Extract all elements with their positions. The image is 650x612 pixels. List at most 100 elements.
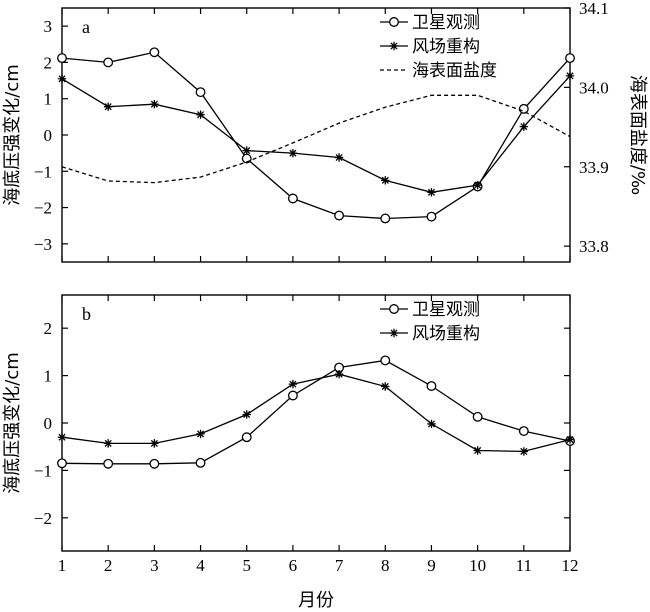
y-tick-label: −2 xyxy=(34,509,52,528)
data-point-circle xyxy=(103,458,114,469)
series-line xyxy=(61,94,571,184)
y-tick-label: 2 xyxy=(44,319,53,338)
x-tick-label: 10 xyxy=(469,556,486,575)
y-tick-label: −1 xyxy=(34,461,52,480)
data-point-star xyxy=(288,148,298,158)
data-point-circle xyxy=(287,193,298,204)
data-point-circle xyxy=(57,458,67,469)
legend-marker-circle xyxy=(389,17,399,27)
legend-marker-star xyxy=(389,41,399,51)
data-point-star xyxy=(381,382,390,391)
x-tick-label: 4 xyxy=(196,556,205,575)
data-point-star xyxy=(334,369,344,379)
series-circle xyxy=(57,355,575,469)
y2-tick-label: 34.1 xyxy=(579,0,609,18)
data-point-star xyxy=(242,146,251,155)
y-axis-label: 海底压强变化/cm xyxy=(2,352,23,494)
y-tick-label: 0 xyxy=(44,414,53,433)
data-point-star xyxy=(288,379,298,389)
data-point-star xyxy=(519,447,529,456)
data-point-circle xyxy=(149,458,160,469)
y2-axis-label: 海表面盐度/‰ xyxy=(627,75,648,195)
data-point-star xyxy=(150,99,159,109)
data-point-star xyxy=(334,153,344,162)
y-tick-label: 2 xyxy=(44,53,53,72)
data-point-star xyxy=(103,102,113,111)
data-point-star xyxy=(473,446,482,455)
panel-label: a xyxy=(82,17,90,37)
x-tick-label: 7 xyxy=(335,556,344,575)
legend-label: 海表面盐度 xyxy=(412,61,497,81)
data-point-star xyxy=(381,176,390,185)
plot-frame xyxy=(61,294,571,552)
data-point-circle xyxy=(195,457,206,468)
data-point-circle xyxy=(565,53,575,64)
data-point-star xyxy=(57,433,67,442)
data-point-circle xyxy=(426,211,437,222)
y-tick-label: 1 xyxy=(44,90,53,109)
data-point-star xyxy=(242,410,251,419)
data-point-star xyxy=(103,439,113,448)
data-point-circle xyxy=(380,355,391,366)
series-line xyxy=(61,359,571,465)
x-tick-label: 12 xyxy=(562,556,579,575)
legend-label: 卫星观测 xyxy=(412,300,480,320)
data-point-star xyxy=(473,180,482,190)
series-star xyxy=(57,369,575,456)
series-line xyxy=(61,75,571,193)
data-point-star xyxy=(196,429,205,439)
series-star xyxy=(57,71,575,197)
legend-label: 风场重构 xyxy=(412,324,480,344)
y-tick-label: 3 xyxy=(44,17,53,36)
x-tick-label: 1 xyxy=(58,556,67,575)
data-point-circle xyxy=(518,426,529,437)
data-point-circle xyxy=(426,381,437,391)
data-point-star xyxy=(427,188,436,197)
y-tick-label: 1 xyxy=(44,367,53,386)
series-dashed xyxy=(61,94,571,184)
data-point-circle xyxy=(57,53,67,64)
x-tick-label: 11 xyxy=(516,556,532,575)
y-tick-label: −1 xyxy=(34,162,52,181)
data-point-circle xyxy=(103,57,114,68)
x-tick-label: 6 xyxy=(289,556,298,575)
data-point-star xyxy=(565,71,575,81)
x-tick-label: 5 xyxy=(242,556,251,575)
x-tick-label: 8 xyxy=(381,556,390,575)
data-point-star xyxy=(150,439,159,448)
series-line xyxy=(61,373,571,453)
data-point-star xyxy=(57,74,67,83)
data-point-star xyxy=(427,419,436,429)
data-point-circle xyxy=(149,47,160,58)
y2-tick-label: 33.8 xyxy=(579,237,609,256)
y-tick-label: −3 xyxy=(34,235,52,254)
panel-label: b xyxy=(82,304,91,324)
plot-frame xyxy=(61,7,571,263)
series-line xyxy=(61,51,571,220)
chart-panel-a: −3 −2 −1 0 1 2 3 33.8 33.9 34.0 34.1 海表面盐度/‰ 海底压强变化/… xyxy=(2,0,648,263)
y-tick-label: −2 xyxy=(34,199,52,218)
data-point-star xyxy=(196,110,205,119)
y2-tick-label: 34.0 xyxy=(579,78,609,97)
legend-marker-circle xyxy=(389,304,399,314)
data-point-circle xyxy=(518,103,529,114)
x-tick-label: 2 xyxy=(104,556,113,575)
legend-label: 风场重构 xyxy=(412,37,480,57)
data-point-circle xyxy=(241,432,252,443)
y-tick-label: 0 xyxy=(44,126,53,145)
data-point-star xyxy=(519,122,529,131)
y-axis-label: 海底压强变化/cm xyxy=(2,64,23,206)
data-point-circle xyxy=(472,411,483,422)
x-tick-label: 3 xyxy=(150,556,159,575)
y2-tick-label: 33.9 xyxy=(579,158,609,177)
legend-label: 卫星观测 xyxy=(412,13,480,33)
data-point-circle xyxy=(380,213,391,224)
legend-marker-star xyxy=(389,328,399,338)
data-point-circle xyxy=(287,390,298,401)
x-tick-label: 9 xyxy=(427,556,436,575)
data-point-circle xyxy=(334,210,345,221)
